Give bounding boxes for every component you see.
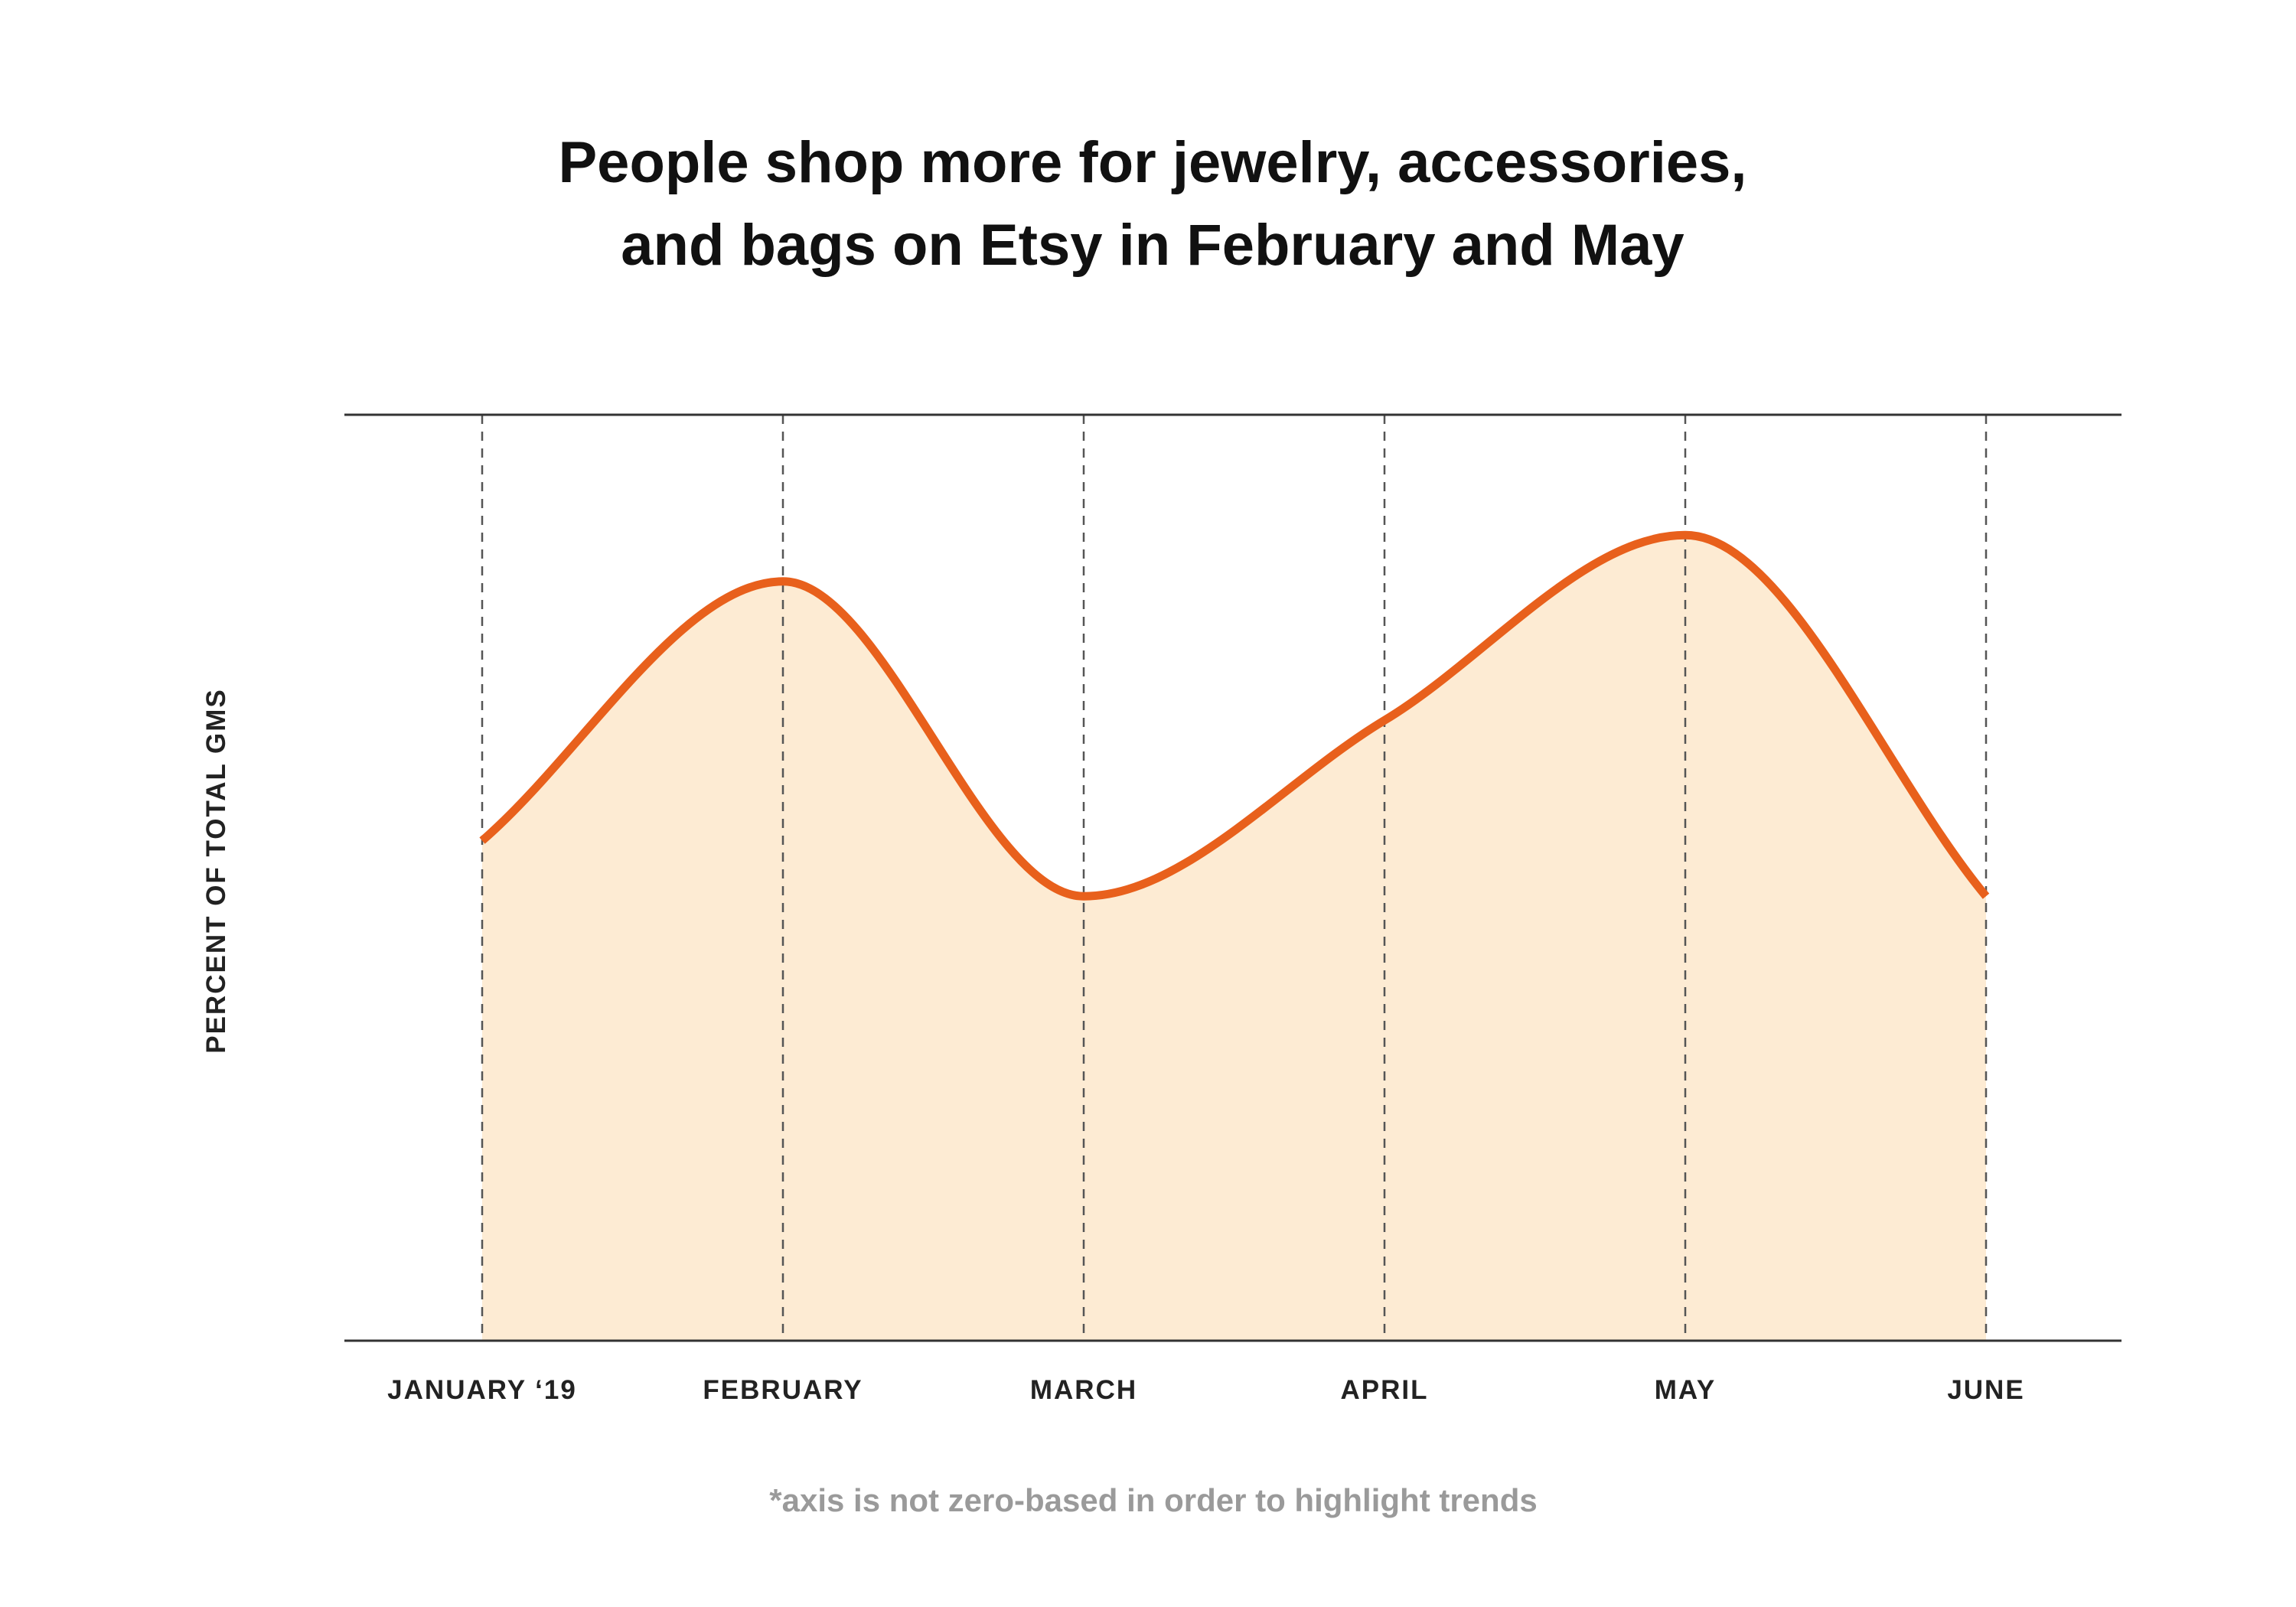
- x-tick-label: FEBRUARY: [703, 1375, 863, 1405]
- x-tick-label: MARCH: [1030, 1375, 1137, 1405]
- x-tick-label: MAY: [1655, 1375, 1717, 1405]
- x-tick-label: JUNE: [1947, 1375, 2024, 1405]
- x-tick-label: JANUARY ‘19: [387, 1375, 577, 1405]
- footnote: *axis is not zero-based in order to high…: [769, 1482, 1537, 1518]
- grid-lines: [481, 415, 1988, 1341]
- series-line: [479, 530, 1990, 901]
- area-fill: [482, 535, 1986, 1341]
- chart-title-line-1: People shop more for jewelry, accessorie…: [558, 130, 1746, 195]
- x-tick-label: APRIL: [1341, 1375, 1429, 1405]
- chart-title-line-2: and bags on Etsy in February and May: [621, 213, 1684, 278]
- y-axis-label: PERCENT OF TOTAL GMS: [201, 688, 231, 1054]
- x-tick-labels: JANUARY ‘19 FEBRUARY MARCH APRIL MAY JUNE: [387, 1375, 2024, 1405]
